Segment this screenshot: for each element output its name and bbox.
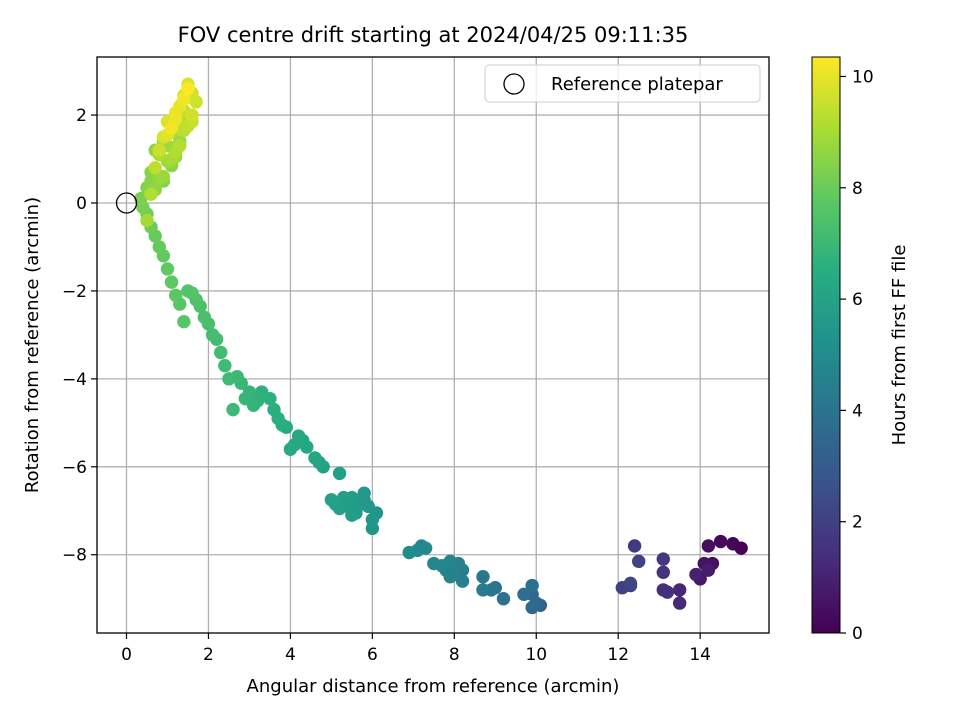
scatter-point bbox=[168, 288, 183, 303]
scatter-point bbox=[160, 262, 175, 276]
scatter-point bbox=[177, 92, 191, 107]
scatter-point bbox=[525, 578, 539, 593]
scatter-point bbox=[173, 139, 187, 153]
legend-entry-reference-platepar: Reference platepar bbox=[551, 74, 723, 95]
scatter-point bbox=[365, 512, 380, 527]
scatter-point bbox=[214, 345, 228, 360]
scatter-point bbox=[152, 143, 166, 157]
y-tick-label: −8 bbox=[62, 546, 87, 566]
scatter-point bbox=[656, 565, 670, 580]
grid-lines bbox=[97, 57, 769, 633]
scatter-point bbox=[701, 539, 716, 553]
x-axis-ticks: 0 2 4 6 8 10 12 14 bbox=[121, 633, 711, 665]
y-tick-label: 0 bbox=[76, 194, 87, 214]
scatter-point bbox=[144, 187, 158, 201]
scatter-point bbox=[222, 372, 236, 386]
scatter-point bbox=[205, 328, 220, 342]
colorbar-tick-label: 0 bbox=[852, 624, 863, 644]
x-tick-label: 0 bbox=[121, 645, 132, 665]
y-axis-ticks: −8 −6 −4 −2 0 2 bbox=[62, 106, 97, 566]
scatter-point bbox=[402, 545, 416, 560]
colorbar-label: Hours from first FF file bbox=[889, 245, 910, 446]
legend: Reference platepar bbox=[484, 64, 761, 103]
colorbar: 0 2 4 6 8 10 Hours from first FF file bbox=[811, 56, 910, 644]
scatter-point bbox=[627, 539, 642, 553]
scatter-point bbox=[152, 240, 166, 254]
colorbar-tick-label: 2 bbox=[852, 513, 863, 533]
scatter-point bbox=[156, 169, 171, 184]
scatter-point bbox=[197, 310, 212, 324]
y-tick-label: −6 bbox=[62, 458, 87, 478]
scatter-point bbox=[181, 284, 195, 298]
scatter-point bbox=[517, 587, 531, 602]
scatter-point bbox=[324, 493, 339, 507]
plot-frame bbox=[96, 56, 770, 634]
scatter-point bbox=[164, 121, 179, 135]
x-tick-label: 8 bbox=[449, 645, 460, 665]
colorbar-gradient bbox=[811, 56, 841, 634]
scatter-point bbox=[218, 358, 232, 373]
scatter-point bbox=[185, 108, 199, 122]
scatter-point bbox=[476, 570, 490, 584]
x-tick-label: 14 bbox=[689, 645, 711, 665]
scatter-point bbox=[148, 161, 162, 175]
scatter-point bbox=[134, 191, 148, 206]
y-tick-label: 2 bbox=[76, 106, 87, 126]
scatter-point bbox=[660, 585, 675, 599]
scatter-point bbox=[496, 592, 511, 606]
y-axis-label: Rotation from reference (arcmin) bbox=[22, 197, 43, 493]
reference-platepar-point bbox=[115, 192, 138, 214]
colorbar-tick-label: 10 bbox=[852, 67, 874, 87]
scatter-point bbox=[476, 583, 490, 597]
y-tick-label: −2 bbox=[62, 282, 87, 302]
scatter-point bbox=[164, 275, 179, 289]
scatter-point bbox=[713, 534, 728, 549]
scatter-point bbox=[525, 600, 539, 615]
colorbar-ticks: 0 2 4 6 8 10 bbox=[840, 67, 874, 644]
scatter-point bbox=[689, 567, 703, 582]
scatter-point bbox=[701, 563, 716, 577]
scatter-point bbox=[283, 442, 298, 456]
scatter-point bbox=[332, 466, 347, 481]
chart-title: FOV centre drift starting at 2024/04/25 … bbox=[178, 23, 689, 47]
scatter-point bbox=[427, 556, 441, 571]
x-tick-label: 2 bbox=[203, 645, 214, 665]
scatter-point bbox=[672, 596, 687, 610]
legend-box bbox=[484, 64, 761, 103]
scatter-point bbox=[623, 576, 638, 591]
x-tick-label: 10 bbox=[525, 645, 547, 665]
y-tick-label: −4 bbox=[62, 370, 87, 390]
scatter-point bbox=[238, 391, 253, 406]
scatter-point bbox=[631, 554, 646, 569]
scatter-point bbox=[177, 314, 191, 329]
scatter-point bbox=[726, 537, 740, 551]
scatter-point bbox=[226, 402, 240, 417]
legend-marker-open-circle bbox=[503, 73, 525, 95]
x-tick-label: 12 bbox=[607, 645, 629, 665]
x-tick-label: 4 bbox=[285, 645, 296, 665]
scatter-points bbox=[134, 77, 748, 615]
colorbar-tick-label: 8 bbox=[852, 179, 863, 199]
colorbar-tick-label: 4 bbox=[852, 401, 863, 421]
scatter-point bbox=[672, 583, 687, 597]
scatter-point bbox=[181, 81, 195, 96]
x-tick-label: 6 bbox=[367, 645, 378, 665]
scatter-point bbox=[267, 402, 281, 417]
scatter-point bbox=[308, 451, 322, 465]
x-axis-label: Angular distance from reference (arcmin) bbox=[247, 676, 620, 697]
scatter-point bbox=[656, 552, 670, 566]
colorbar-tick-label: 6 bbox=[852, 290, 863, 310]
reference-marker bbox=[115, 192, 138, 214]
scatter-point bbox=[140, 213, 154, 228]
